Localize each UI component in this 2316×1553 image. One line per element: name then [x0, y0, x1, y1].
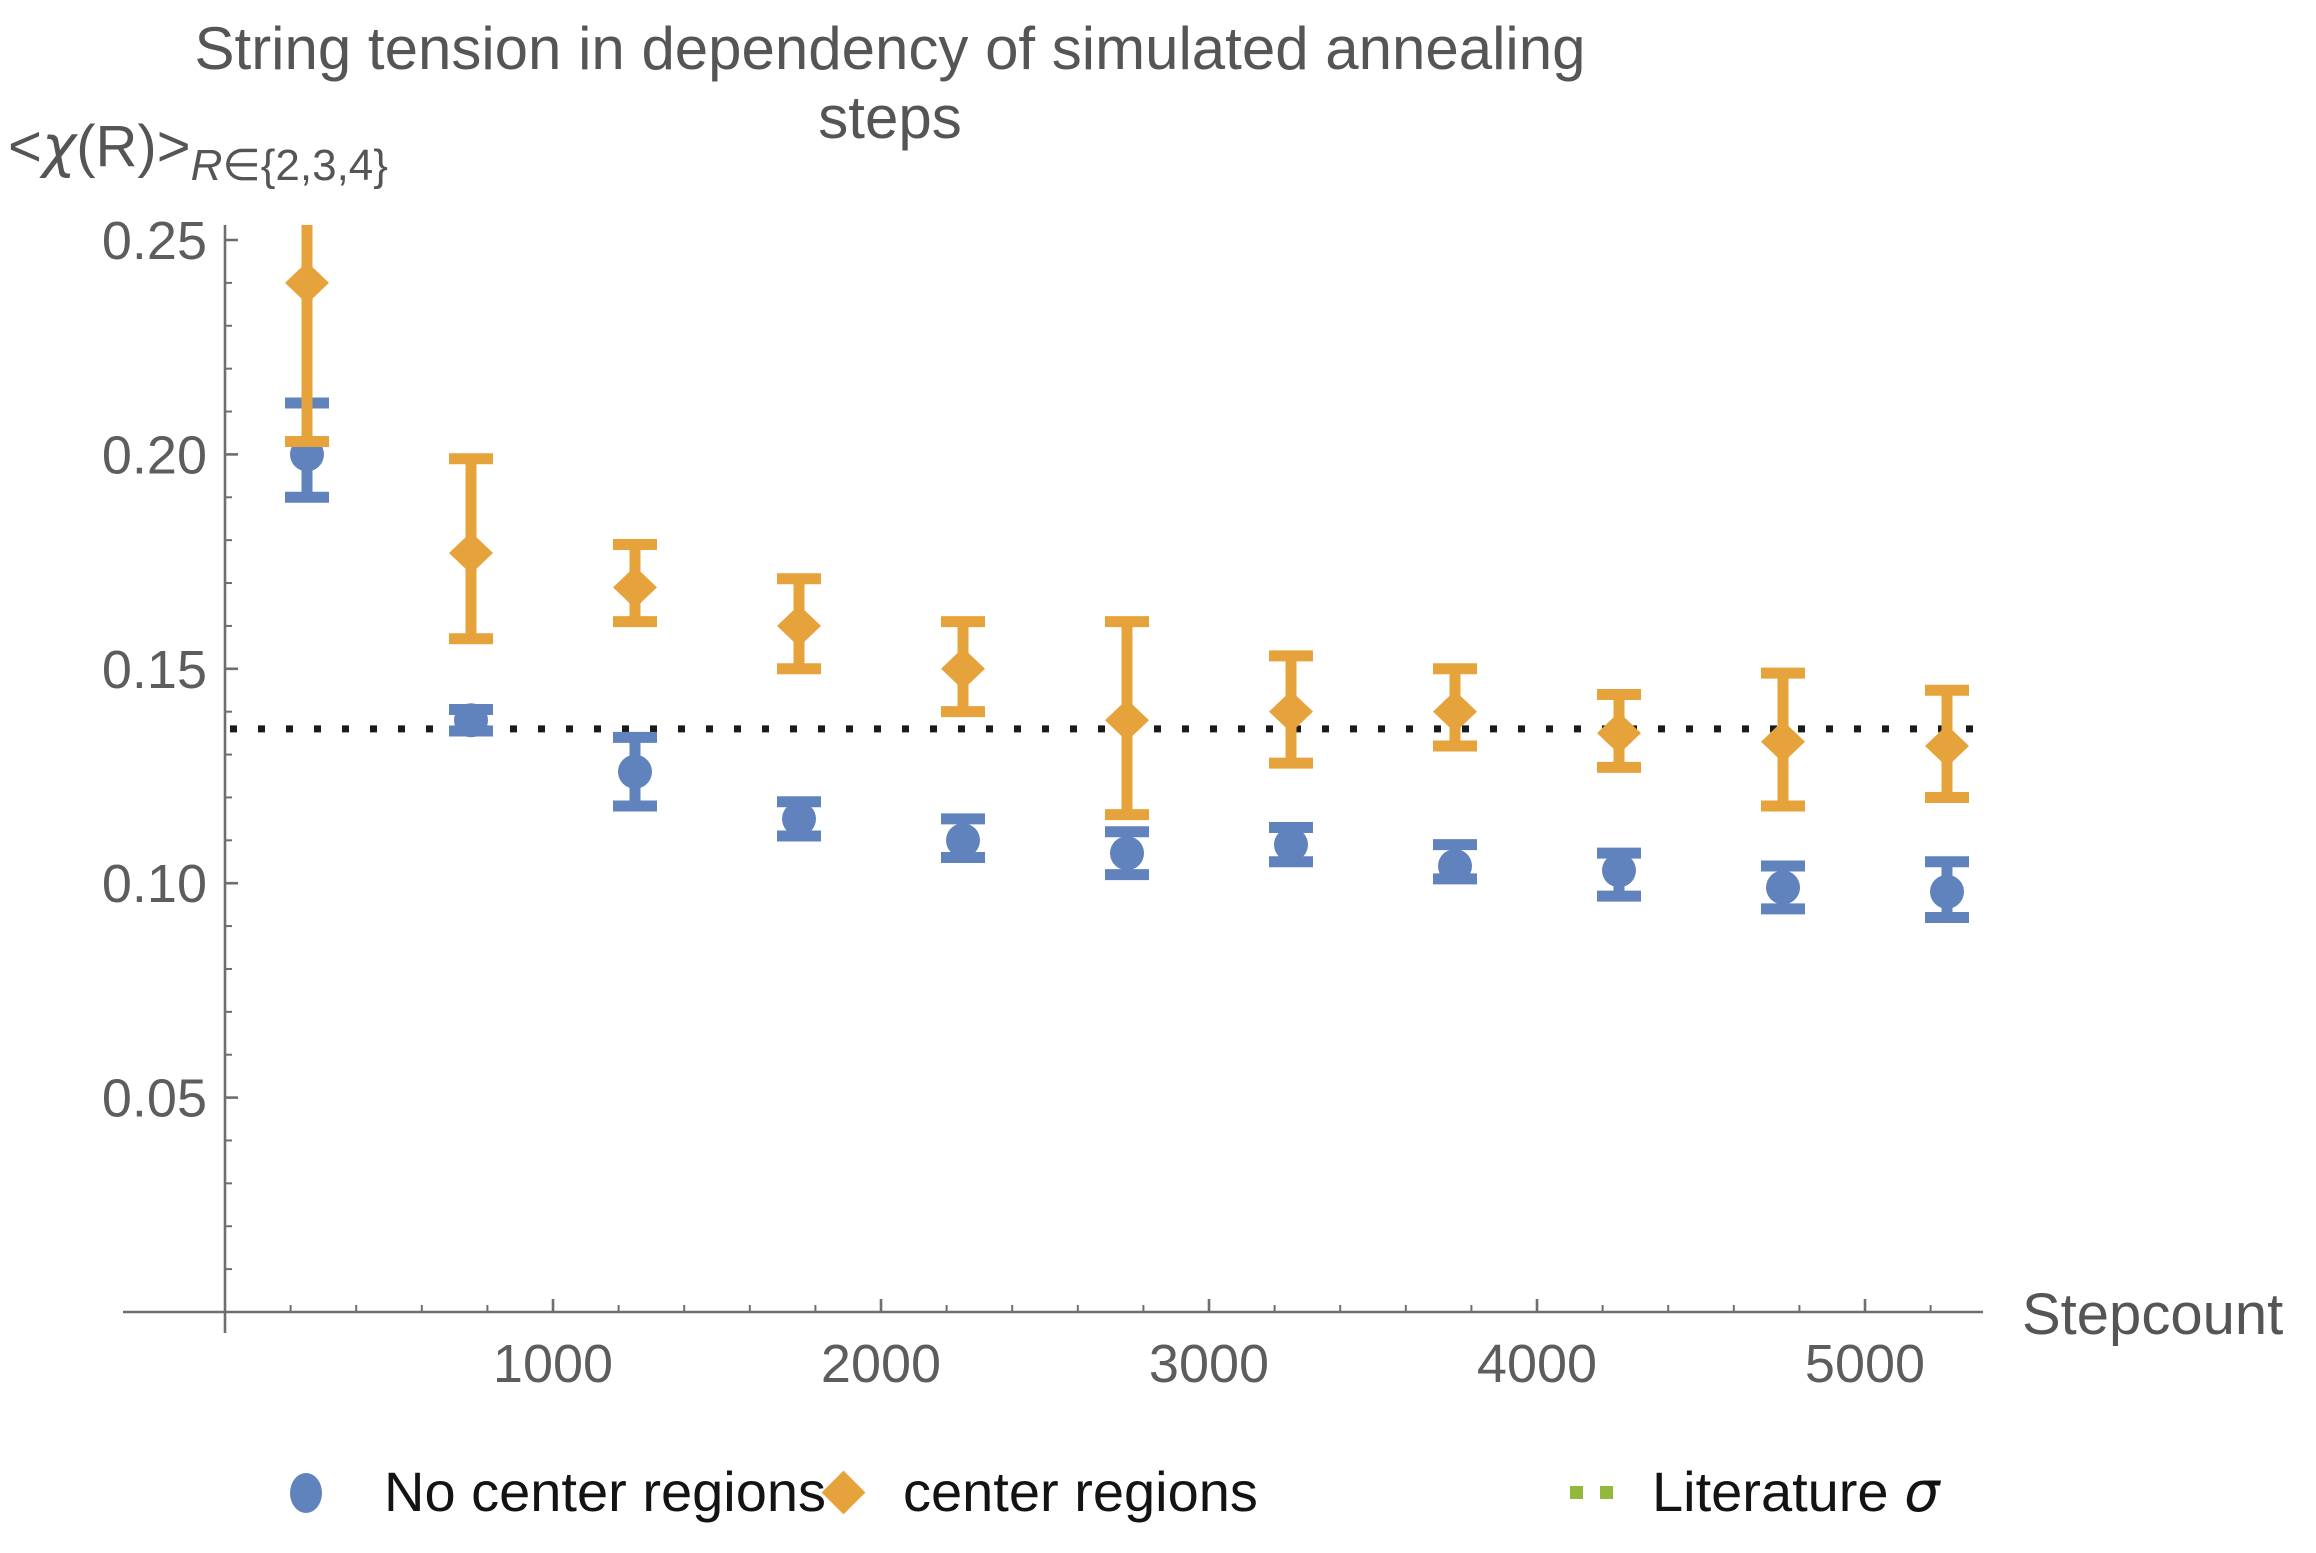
data-point: [449, 703, 493, 738]
x-tick-label: 2000: [821, 1334, 941, 1394]
circle-marker: [454, 703, 488, 738]
chart-title: String tension in dependency of simulate…: [194, 15, 1586, 151]
data-point: [1433, 839, 1477, 885]
chi-symbol: χ: [41, 112, 77, 180]
circle-marker: [1274, 827, 1308, 862]
circle-marker: [946, 823, 980, 858]
data-point: [1597, 847, 1641, 902]
data-point: [1269, 821, 1313, 868]
data-point: [1269, 650, 1313, 769]
data-point: [1761, 667, 1805, 812]
y-tick-label: 0.15: [102, 640, 207, 700]
data-point: [1105, 616, 1149, 821]
y-tick-label: 0.20: [102, 425, 207, 485]
x-tick-label: 1000: [493, 1334, 613, 1394]
y-tick-label: 0.10: [102, 854, 207, 914]
series-circle: [285, 397, 1969, 924]
y-tick-label: 0.25: [102, 211, 207, 271]
data-point: [941, 813, 985, 863]
circle-marker: [1766, 870, 1800, 905]
data-point: [1597, 689, 1641, 773]
diamond-marker: [449, 532, 493, 575]
x-tick-label: 4000: [1477, 1334, 1597, 1394]
circle-marker: [1930, 874, 1964, 909]
y-tick-label: 0.05: [102, 1069, 207, 1129]
axes: 1000 2000 3000 4000 5000 0.05 0.10 0.15 0.20 0.25: [102, 211, 1983, 1394]
y-axis-label-subscript: R∈{2,3,4}: [190, 141, 388, 190]
data-point: [777, 796, 821, 842]
data-point: [1925, 856, 1969, 924]
data-point: [613, 538, 657, 628]
x-tick-label: 3000: [1149, 1334, 1269, 1394]
data-point: [777, 573, 821, 675]
diamond-marker: [1269, 690, 1313, 733]
x-tick-label: 5000: [1805, 1334, 1925, 1394]
diamond-marker: [1925, 724, 1969, 767]
data-point: [941, 616, 985, 718]
data-point: [1105, 826, 1149, 881]
circle-marker: [618, 754, 652, 789]
circle-marker: [1602, 853, 1636, 888]
data-point: [285, 225, 329, 448]
diamond-marker: [285, 261, 329, 304]
series-diamond: [285, 225, 1969, 821]
x-axis-label: Stepcount: [2022, 1282, 2284, 1347]
circle-marker: [782, 801, 816, 836]
diamond-marker: [777, 604, 821, 647]
diamond-marker: [1433, 690, 1477, 733]
data-point: [1761, 860, 1805, 915]
diamond-marker: [613, 566, 657, 609]
diamond-marker: [1597, 712, 1641, 755]
data-point: [1925, 684, 1969, 803]
y-axis-label: <χ(R)>R∈{2,3,4}: [8, 112, 388, 191]
circle-marker: [1110, 836, 1144, 871]
y-axis-label-pre: <: [8, 114, 42, 179]
diamond-marker: [1761, 720, 1805, 763]
y-axis-label-main: (R)>: [76, 114, 191, 179]
circle-marker: [1438, 849, 1472, 884]
data-point: [1433, 663, 1477, 752]
diamond-marker: [941, 647, 985, 690]
diamond-marker: [1105, 699, 1149, 742]
data-point: [449, 453, 493, 645]
data-point: [613, 731, 657, 812]
